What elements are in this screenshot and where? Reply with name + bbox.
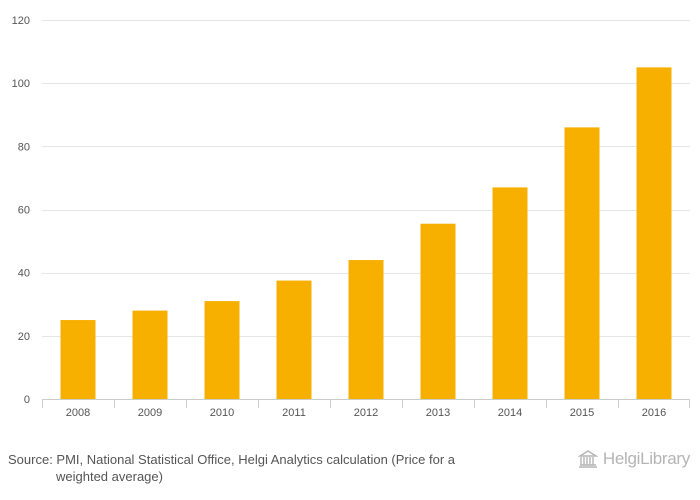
x-tick-label: 2015 — [570, 407, 594, 419]
x-axis-ticks: 2008 2009 2010 2011 2012 2013 2014 2015 2016 — [42, 399, 690, 419]
library-building-icon — [577, 450, 598, 468]
x-tick-label: 2010 — [210, 407, 234, 419]
y-tick-label: 40 — [18, 268, 30, 280]
x-tick-label: 2009 — [138, 407, 162, 419]
bar-2012[interactable] — [348, 260, 384, 399]
source-line-1: Source: PMI, National Statistical Office… — [8, 452, 456, 467]
y-tick-label: 120 — [12, 15, 30, 27]
x-tick-label: 2014 — [498, 407, 522, 419]
bar-2013[interactable] — [420, 223, 456, 399]
y-tick-label: 100 — [12, 78, 30, 90]
y-tick-label: 60 — [18, 205, 30, 217]
bar-2015[interactable] — [564, 127, 600, 399]
source-line-2: weighted average) — [56, 469, 163, 484]
source-note: Source: PMI, National Statistical Office… — [8, 451, 528, 485]
y-axis-ticks: 0 20 40 60 80 100 120 — [12, 15, 30, 406]
bar-2016[interactable] — [636, 67, 672, 399]
logo-text: HelgiLibrary — [602, 449, 690, 468]
y-tick-label: 0 — [24, 394, 30, 406]
helgi-library-logo: HelgiLibrary — [577, 449, 690, 469]
bar-2011[interactable] — [276, 280, 312, 399]
x-tick-label: 2012 — [354, 407, 378, 419]
x-tick-label: 2011 — [282, 407, 306, 419]
bars — [60, 67, 672, 399]
x-tick-label: 2013 — [426, 407, 450, 419]
x-tick-label: 2016 — [642, 407, 666, 419]
bar-2010[interactable] — [204, 301, 240, 399]
x-tick-label: 2008 — [66, 407, 90, 419]
bar-chart: 0 20 40 60 80 100 120 2008 2009 2010 2011 2012 2013… — [12, 15, 690, 419]
bar-2008[interactable] — [60, 320, 96, 399]
bar-2014[interactable] — [492, 187, 528, 399]
y-tick-label: 80 — [18, 141, 30, 153]
y-tick-label: 20 — [18, 331, 30, 343]
bar-2009[interactable] — [132, 310, 168, 399]
